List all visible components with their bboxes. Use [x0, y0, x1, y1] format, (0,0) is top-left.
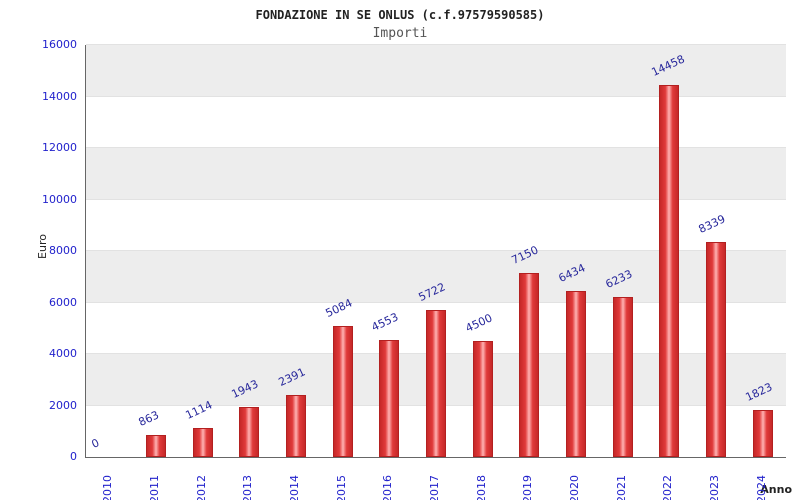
gridline [86, 301, 786, 303]
y-tick-label: 6000 [49, 295, 77, 309]
bar [286, 395, 306, 457]
x-tick-label: 2024 [754, 475, 768, 500]
y-tick-label: 16000 [42, 38, 77, 51]
bar [612, 296, 633, 457]
y-tick-label: 2000 [49, 398, 77, 412]
bar [566, 291, 586, 457]
x-tick-label: 2023 [708, 475, 721, 500]
bar [146, 434, 166, 457]
background-band [86, 148, 786, 200]
bar [426, 309, 446, 457]
plot-area: 0 863 1114 1943 2391 5084 4553 5722 4500 7150 6434… [85, 44, 786, 458]
x-tick-label: 2020 [568, 475, 581, 500]
y-tick-label: 14000 [42, 89, 77, 103]
bar [472, 341, 493, 457]
bar [332, 326, 353, 457]
chart-subtitle: Importi [372, 26, 428, 41]
x-tick-label: 2015 [334, 475, 348, 500]
chart-title: FONDAZIONE IN SE ONLUS (c.f.97579590585) [255, 8, 545, 22]
y-tick-label: 0 [70, 450, 77, 463]
bar [659, 84, 680, 457]
x-tick-label: 2010 [101, 475, 115, 500]
x-tick-label: 2014 [288, 475, 301, 500]
x-tick-label: 2012 [194, 475, 208, 500]
bar [752, 410, 773, 457]
x-tick-label: 2011 [148, 475, 161, 500]
y-tick-label: 10000 [42, 192, 77, 206]
bar [192, 428, 213, 457]
y-tick-label: 12000 [42, 141, 77, 154]
x-tick-label: 2017 [428, 475, 441, 500]
bar [379, 339, 400, 457]
x-tick-label: 2021 [614, 475, 628, 500]
x-tick-label: 2019 [521, 475, 535, 500]
x-tick-label: 2022 [661, 475, 675, 500]
background-band [86, 96, 786, 148]
bar [239, 406, 260, 457]
y-tick-label: 4000 [49, 347, 77, 360]
background-band [86, 199, 786, 251]
gridline [86, 95, 786, 97]
x-tick-label: 2016 [381, 475, 395, 500]
bar [706, 242, 726, 457]
gridline [86, 250, 786, 251]
gridline [86, 44, 786, 45]
x-tick-label: 2013 [241, 475, 255, 500]
gridline [86, 198, 786, 200]
x-axis-label: Anno [760, 483, 792, 496]
gridline [86, 147, 786, 148]
y-tick-label: 8000 [49, 244, 77, 257]
bar [519, 272, 540, 457]
x-tick-label: 2018 [474, 475, 488, 500]
